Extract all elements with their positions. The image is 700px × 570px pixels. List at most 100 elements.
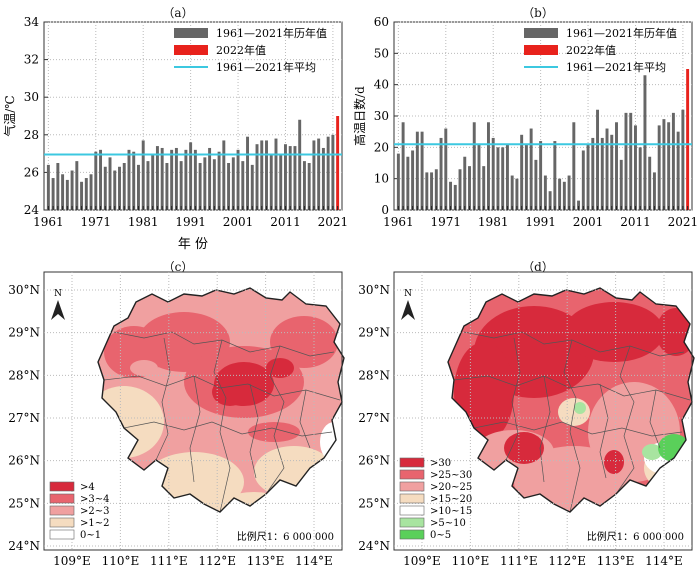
bar <box>99 149 103 210</box>
bar <box>127 149 131 210</box>
bar <box>524 144 528 210</box>
lon-label: 114°E <box>295 554 333 568</box>
legend-label: >2~3 <box>80 506 109 517</box>
y-tick-label: 20 <box>374 140 389 154</box>
bar <box>298 119 302 210</box>
x-tick-label: 2021 <box>668 215 699 229</box>
legend-swatch <box>174 45 208 55</box>
bar <box>458 169 462 210</box>
y-tick-label: 40 <box>374 78 389 92</box>
legend-label: 0~1 <box>80 530 101 541</box>
panel-label-d: （d） <box>522 260 554 274</box>
legend-label: >20~25 <box>430 482 472 493</box>
bar <box>255 144 259 210</box>
bar <box>396 153 400 210</box>
legend-label: 2022年值 <box>216 43 266 57</box>
bar <box>317 138 321 210</box>
county-border <box>103 375 341 401</box>
bar <box>468 166 471 210</box>
legend-label: >1~2 <box>80 518 109 529</box>
contour-fills <box>448 288 694 512</box>
scale-text: 比例尺1：6 000 000 <box>587 530 684 543</box>
y-tick-label: 10 <box>374 172 389 186</box>
hot-days-bar-chart: 0 10 20 30 40 50 60 1961 1971 1981 1991 2001 2011 202… <box>352 15 699 229</box>
x-tick-label: 2011 <box>620 215 651 229</box>
bar <box>288 146 292 210</box>
county-border <box>123 421 333 437</box>
bar <box>302 161 306 210</box>
bar <box>491 137 495 210</box>
bar <box>444 128 448 210</box>
bar <box>94 151 98 210</box>
county-border <box>473 421 683 437</box>
map-body <box>447 287 695 513</box>
bar <box>581 150 585 210</box>
y-tick-label: 30 <box>24 90 39 104</box>
bar <box>648 156 652 210</box>
bar <box>184 149 188 210</box>
bar <box>619 159 623 210</box>
bar <box>562 181 566 210</box>
county-border <box>189 375 201 483</box>
bar <box>312 140 316 210</box>
lat-label: 29°N <box>8 326 40 340</box>
bar <box>108 157 112 210</box>
y-tick-label: 0 <box>381 203 389 217</box>
y-axis-title: 气温/℃ <box>2 95 17 136</box>
lat-label: 28°N <box>358 368 390 382</box>
bar <box>420 131 424 210</box>
legend-swatch <box>49 505 75 516</box>
legend-swatch <box>399 469 425 480</box>
temperature-anomaly-map: 24°N 25°N 26°N 27°N 28°N 29°N 30°N 109°E 110°E 11… <box>8 271 345 568</box>
y-tick-label: 60 <box>374 15 389 29</box>
contour-area <box>214 492 294 512</box>
contour-area <box>504 432 544 464</box>
bar <box>605 128 609 210</box>
y-tick-label: 34 <box>24 15 40 29</box>
bar <box>482 166 486 210</box>
bar <box>505 144 509 210</box>
bar <box>449 181 453 210</box>
bar <box>146 161 150 210</box>
y-tick-label: 28 <box>24 128 39 142</box>
map-frame <box>393 271 693 551</box>
bar <box>165 163 169 210</box>
bar <box>103 166 107 210</box>
bar <box>231 157 235 210</box>
bar <box>56 163 60 210</box>
bar <box>174 147 178 210</box>
county-border <box>265 345 285 495</box>
legend-swatch <box>524 45 558 55</box>
legend-label: >10~15 <box>430 506 472 517</box>
lon-label: 109°E <box>403 554 441 568</box>
contour-area <box>266 358 294 378</box>
bar <box>434 169 438 210</box>
county-border <box>299 389 311 449</box>
bar <box>600 137 604 210</box>
bar <box>425 172 429 210</box>
legend-label: >5~10 <box>430 518 466 529</box>
contour-area <box>558 398 590 426</box>
bar <box>662 119 666 210</box>
bar <box>671 112 675 210</box>
bar-2022 <box>336 116 340 210</box>
lat-label: 30°N <box>8 283 40 297</box>
bar <box>553 141 557 210</box>
bar <box>486 122 490 210</box>
bar <box>236 149 240 210</box>
bar <box>401 122 405 210</box>
lat-label: 28°N <box>8 368 40 382</box>
bar <box>558 178 562 210</box>
contour-area <box>574 402 586 414</box>
county-border <box>155 337 171 461</box>
x-axis-title: 年 份 <box>178 237 208 252</box>
bar <box>415 131 419 210</box>
bar <box>151 155 155 210</box>
bar <box>250 164 254 210</box>
legend-swatch <box>49 517 75 528</box>
lat-label: 25°N <box>8 496 40 510</box>
bar <box>667 122 671 210</box>
x-tick-label: 2011 <box>270 215 301 229</box>
legend-label: >25~30 <box>430 470 472 481</box>
lon-label: 112°E <box>548 554 586 568</box>
